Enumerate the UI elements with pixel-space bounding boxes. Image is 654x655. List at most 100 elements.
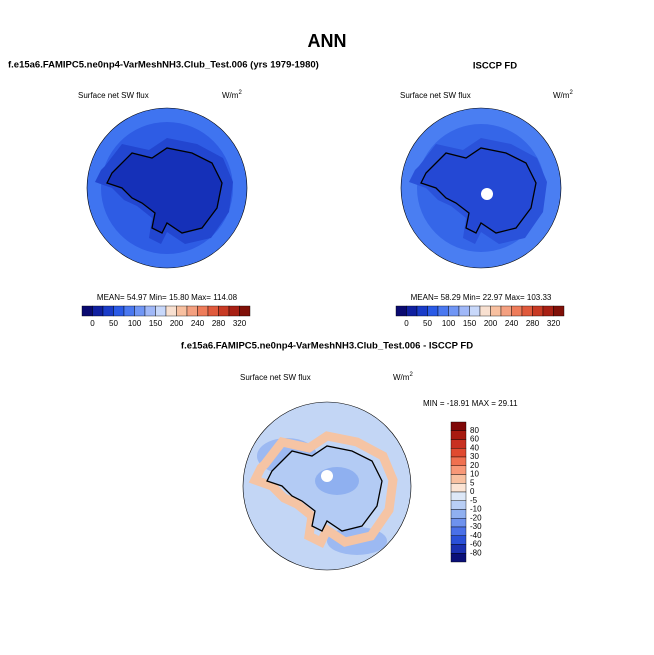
colorbar-swatch — [450, 439, 467, 449]
units-label: W/m2 — [553, 90, 573, 101]
colorbar-swatch — [450, 544, 467, 554]
colorbar-swatch — [186, 305, 198, 317]
colorbar-swatch — [81, 305, 93, 317]
colorbar-label: 200 — [170, 319, 184, 328]
colorbar-label: 320 — [547, 319, 561, 328]
map — [400, 107, 562, 269]
colorbar-swatch — [448, 305, 460, 317]
colorbar-swatch — [406, 305, 418, 317]
colorbar-label: 10 — [470, 470, 479, 479]
colorbar-label: 0 — [404, 319, 409, 328]
colorbar-label: 0 — [90, 319, 95, 328]
colorbar-label: 150 — [149, 319, 163, 328]
colorbar-swatch — [490, 305, 502, 317]
colorbar: 0 50 100 150 200 240 280 320 — [81, 305, 251, 328]
colorbar-swatch — [450, 430, 467, 440]
colorbar-swatch — [450, 509, 467, 519]
pole-hole — [481, 188, 493, 200]
colorbar-label: -40 — [470, 531, 482, 540]
units-label: W/m2 — [222, 90, 242, 101]
colorbar-swatch — [450, 526, 467, 536]
colorbar-label: 240 — [191, 319, 205, 328]
colorbar-swatch — [450, 465, 467, 475]
colorbar-swatch — [479, 305, 491, 317]
colorbar-label: 50 — [423, 319, 432, 328]
colorbar-label: -60 — [470, 540, 482, 549]
colorbar-swatch — [113, 305, 125, 317]
colorbar-swatch — [450, 456, 467, 466]
colorbar-label: 20 — [470, 461, 479, 470]
pole-hole — [321, 470, 333, 482]
colorbar-swatch — [450, 535, 467, 545]
colorbar-label: 200 — [484, 319, 498, 328]
colorbar-label: 280 — [212, 319, 226, 328]
colorbar-swatch — [239, 305, 251, 317]
colorbar-swatch — [197, 305, 209, 317]
colorbar-label: 60 — [470, 435, 479, 444]
map — [242, 401, 412, 571]
colorbar-label: 150 — [463, 319, 477, 328]
field — [315, 467, 359, 495]
colorbar-label: 5 — [470, 478, 475, 487]
main-title: ANN — [308, 31, 347, 51]
colorbar-swatch — [207, 305, 219, 317]
colorbar-swatch — [395, 305, 407, 317]
colorbar-swatch — [92, 305, 104, 317]
panel-title: ISCCP FD — [473, 61, 517, 72]
colorbar-swatch — [469, 305, 481, 317]
colorbar-swatch — [500, 305, 512, 317]
colorbar-label: 30 — [470, 452, 479, 461]
colorbar-swatch — [511, 305, 523, 317]
colorbar-label: 320 — [233, 319, 247, 328]
colorbar-label: 240 — [505, 319, 519, 328]
colorbar-swatch — [532, 305, 544, 317]
colorbar-swatch — [134, 305, 146, 317]
colorbar-swatch — [427, 305, 439, 317]
colorbar-swatch — [450, 483, 467, 493]
colorbar-label: -20 — [470, 513, 482, 522]
colorbar-swatch — [416, 305, 428, 317]
colorbar-swatch — [450, 500, 467, 510]
colorbar-swatch — [542, 305, 554, 317]
panel-title: f.e15a6.FAMIPC5.ne0np4-VarMeshNH3.Club_T… — [181, 341, 473, 352]
colorbar-label: 0 — [470, 487, 475, 496]
map — [86, 107, 248, 269]
colorbar-swatch — [176, 305, 188, 317]
colorbar-label: 40 — [470, 443, 479, 452]
colorbar-swatch — [123, 305, 135, 317]
colorbar-swatch — [450, 421, 467, 431]
variable-label: Surface net SW flux — [78, 91, 149, 100]
colorbar-label: -5 — [470, 496, 478, 505]
colorbar-swatch — [228, 305, 240, 317]
variable-label: Surface net SW flux — [240, 373, 311, 382]
stats: MEAN= 54.97 Min= 15.80 Max= 114.08 — [97, 293, 238, 302]
stats: MIN = -18.91 MAX = 29.11 — [423, 399, 518, 408]
colorbar: 0 50 100 150 200 240 280 320 — [395, 305, 565, 328]
colorbar-swatch — [450, 553, 467, 563]
colorbar-swatch — [458, 305, 470, 317]
colorbar-swatch — [155, 305, 167, 317]
variable-label: Surface net SW flux — [400, 91, 471, 100]
panel-title: f.e15a6.FAMIPC5.ne0np4-VarMeshNH3.Club_T… — [8, 60, 319, 71]
colorbar-swatch — [218, 305, 230, 317]
colorbar-label: 100 — [128, 319, 142, 328]
colorbar-swatch — [450, 474, 467, 484]
colorbar-label: 100 — [442, 319, 456, 328]
colorbar-label: -30 — [470, 522, 482, 531]
colorbar-swatch — [102, 305, 114, 317]
colorbar-swatch — [165, 305, 177, 317]
colorbar-label: -10 — [470, 505, 482, 514]
stats: MEAN= 58.29 Min= 22.97 Max= 103.33 — [411, 293, 552, 302]
colorbar-swatch — [521, 305, 533, 317]
colorbar-swatch — [450, 491, 467, 501]
units-label: W/m2 — [393, 372, 413, 383]
colorbar-label: 80 — [470, 426, 479, 435]
colorbar-swatch — [450, 518, 467, 528]
colorbar-label: 280 — [526, 319, 540, 328]
colorbar-swatch — [553, 305, 565, 317]
colorbar-swatch — [437, 305, 449, 317]
colorbar-swatch — [450, 448, 467, 458]
colorbar-label: 50 — [109, 319, 118, 328]
